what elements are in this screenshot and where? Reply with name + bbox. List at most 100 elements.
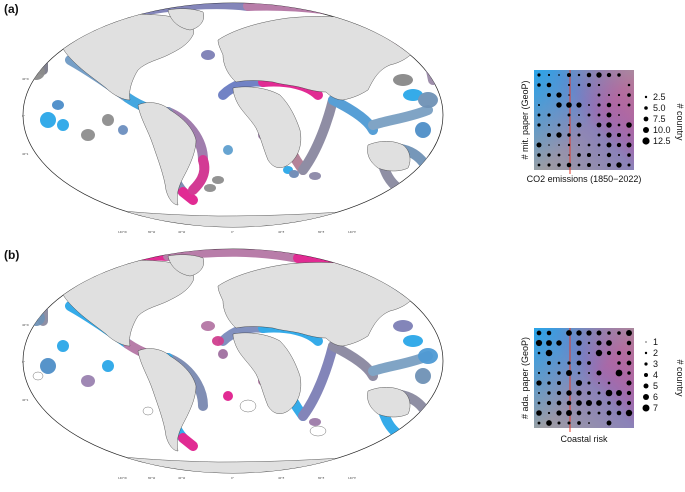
inset-dot bbox=[576, 400, 582, 406]
inset-dot bbox=[537, 163, 541, 167]
inset-xlabel-b: Coastal risk bbox=[560, 434, 608, 444]
inset-dot bbox=[597, 143, 601, 147]
size-legend-a: 2.5 5.0 7.5 10.0 12.5 # country bbox=[642, 92, 684, 146]
inset-dot bbox=[567, 361, 571, 365]
inset-dot bbox=[578, 144, 580, 146]
inset-dot bbox=[537, 113, 541, 117]
legend-value: 12.5 bbox=[653, 136, 671, 146]
inset-dot bbox=[606, 350, 612, 356]
inset-dot bbox=[627, 371, 631, 375]
inset-dot bbox=[587, 113, 591, 117]
legend-dot bbox=[643, 394, 649, 400]
lat-tick: 40°N bbox=[22, 323, 29, 327]
lat-tick: 0° bbox=[22, 114, 26, 118]
inset-dot bbox=[606, 132, 612, 138]
inset-dot bbox=[586, 330, 592, 336]
inset-dot bbox=[547, 371, 551, 375]
inset-dot bbox=[538, 104, 540, 106]
inset-dot bbox=[568, 124, 570, 126]
inset-dot bbox=[537, 123, 541, 127]
inset-dot bbox=[558, 144, 560, 146]
inset-dot bbox=[537, 83, 541, 87]
inset-dot bbox=[547, 73, 551, 77]
lat-tick: 40°S bbox=[22, 398, 29, 402]
size-legend-b: 1 2 3 4 5 6 7 # country bbox=[642, 337, 684, 413]
inset-dot bbox=[596, 400, 602, 406]
inset-dot bbox=[556, 102, 562, 108]
inset-dot bbox=[587, 361, 591, 365]
latitude-ticks: 40°N 0° 40°S bbox=[22, 323, 29, 402]
inset-dot bbox=[548, 144, 550, 146]
inset-dot bbox=[568, 94, 570, 96]
inset-dot bbox=[566, 410, 572, 416]
world-map-b: 140°W 80°W 40°W 0° 40°E 80°E 140°E 40°N … bbox=[22, 248, 444, 480]
inset-dot bbox=[607, 381, 611, 385]
inset-dot bbox=[616, 132, 622, 138]
panel-label-b: (b) bbox=[4, 248, 20, 262]
inset-dot bbox=[557, 421, 561, 425]
inset-dot bbox=[586, 72, 592, 78]
inset-dot bbox=[576, 340, 582, 346]
inset-dot bbox=[595, 349, 603, 357]
legend-value: 6 bbox=[653, 392, 658, 402]
lon-tick: 80°W bbox=[148, 230, 156, 234]
legend-dot bbox=[643, 116, 649, 122]
inset-dot bbox=[596, 370, 602, 376]
inset-dot bbox=[566, 400, 572, 406]
inset-dot bbox=[556, 340, 562, 346]
inset-dot bbox=[536, 330, 542, 336]
panel-b: (b) bbox=[0, 246, 685, 486]
bivariate-inset-b: Coastal risk # ada. paper (GeoP) 1 2 3 4… bbox=[520, 328, 684, 444]
lon-tick: 140°W bbox=[118, 476, 127, 480]
inset-dot bbox=[547, 411, 551, 415]
inset-dot bbox=[617, 361, 621, 365]
inset-dot bbox=[596, 122, 602, 128]
inset-dot bbox=[577, 371, 581, 375]
inset-dot bbox=[546, 82, 552, 88]
legend-title-a: # country bbox=[675, 103, 684, 141]
lon-tick: 40°E bbox=[278, 476, 285, 480]
inset-dot bbox=[625, 409, 633, 417]
inset-dot bbox=[547, 153, 551, 157]
legend-dot bbox=[642, 137, 650, 145]
legend-value: 5.0 bbox=[653, 103, 666, 113]
inset-dot bbox=[537, 371, 541, 375]
inset-dot bbox=[606, 420, 612, 426]
inset-dot bbox=[587, 83, 591, 87]
inset-dot bbox=[567, 113, 571, 117]
inset-dot bbox=[598, 382, 600, 384]
inset-dot bbox=[626, 380, 632, 386]
inset-dot bbox=[566, 330, 572, 336]
inset-dot bbox=[626, 350, 632, 356]
inset-dot bbox=[616, 400, 622, 406]
inset-dot bbox=[588, 422, 590, 424]
inset-ylabel-a: # mit. paper (GeoP) bbox=[520, 80, 530, 159]
inset-dot bbox=[567, 421, 571, 425]
inset-dot bbox=[568, 154, 570, 156]
inset-dot bbox=[577, 153, 581, 157]
inset-dot bbox=[546, 340, 552, 346]
inset-dot bbox=[617, 103, 621, 107]
legend-dot bbox=[644, 373, 648, 377]
inset-dot bbox=[586, 152, 592, 158]
inset-dot bbox=[546, 400, 552, 406]
legend-dot bbox=[643, 383, 649, 389]
inset-dot bbox=[535, 339, 543, 347]
lon-tick: 40°W bbox=[178, 476, 186, 480]
inset-dot bbox=[566, 162, 572, 168]
inset-dot bbox=[567, 83, 571, 87]
inset-dot bbox=[607, 163, 611, 167]
legend-value: 10.0 bbox=[653, 125, 671, 135]
legend-dot bbox=[642, 404, 650, 412]
inset-dot bbox=[557, 371, 561, 375]
legend-title-b: # country bbox=[675, 359, 684, 397]
lon-tick: 140°E bbox=[348, 476, 356, 480]
inset-dot bbox=[536, 142, 542, 148]
inset-dot bbox=[597, 103, 601, 107]
bivariate-inset-a: CO2 emissions (1850−2022) # mit. paper (… bbox=[520, 70, 684, 184]
inset-dot bbox=[556, 390, 562, 396]
legend-dot bbox=[644, 106, 648, 110]
inset-dot bbox=[627, 153, 631, 157]
inset-dot bbox=[577, 133, 581, 137]
inset-dot bbox=[597, 133, 601, 137]
